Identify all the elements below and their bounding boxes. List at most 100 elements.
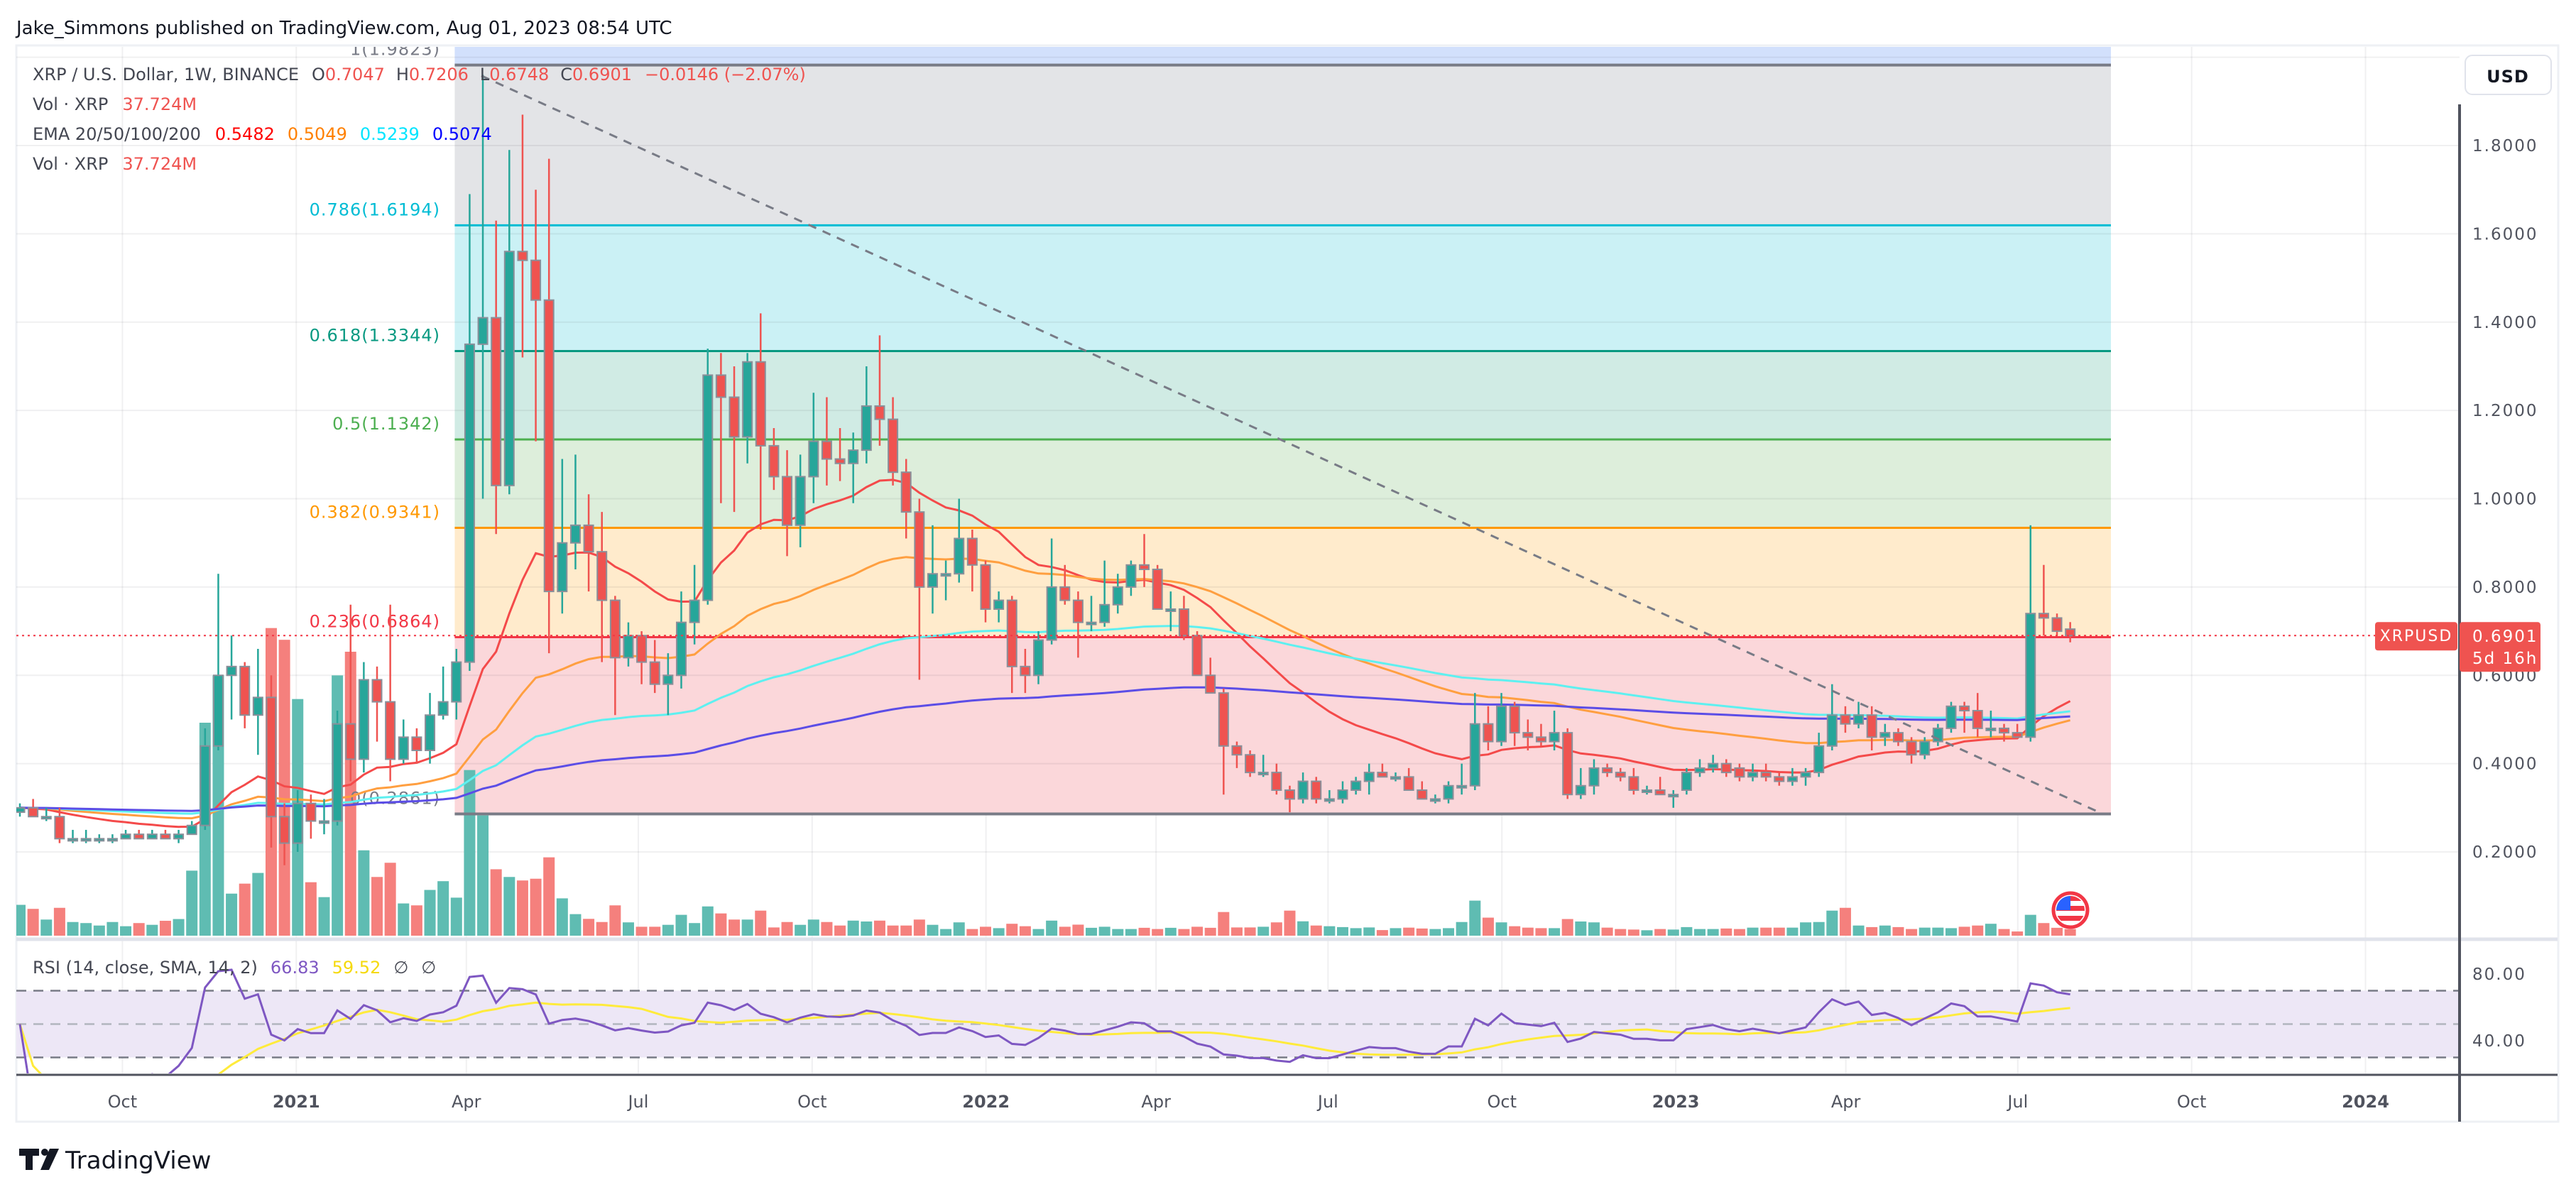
time-axis[interactable]: Oct 2021 Apr Jul Oct 2022 Apr Jul Oct 2023 Apr Jul O…: [108, 1092, 2389, 1112]
candle: [1628, 767, 1639, 795]
time-axis-label: Oct: [108, 1092, 138, 1112]
candle-body: [1231, 745, 1243, 756]
candle: [1429, 794, 1441, 804]
candle-body: [1125, 564, 1137, 588]
last-price-label: XRPUSD 0.6901 5d 16h: [2375, 622, 2540, 672]
candle: [1178, 596, 1189, 640]
tradingview-logo-icon[interactable]: TradingView: [19, 1147, 211, 1175]
fib-zone-fill: [454, 65, 2112, 226]
volume-bar: [1086, 927, 1098, 936]
candle: [1456, 763, 1468, 795]
rsi-sma-value: 59.52: [332, 958, 381, 978]
candle-body: [1549, 732, 1560, 743]
volume-bar: [1958, 926, 1970, 936]
candle: [1139, 534, 1150, 587]
candle-body: [1720, 762, 1732, 774]
volume-bar: [1588, 922, 1600, 936]
candle-body: [1959, 705, 1970, 712]
candle: [980, 560, 991, 623]
candle-body: [398, 736, 409, 760]
candle: [1575, 767, 1586, 799]
volume-bar: [1019, 926, 1031, 936]
candle: [425, 693, 436, 764]
candle: [1879, 723, 1891, 746]
volume-bar: [1747, 927, 1759, 936]
rsi-legend[interactable]: RSI (14, close, SMA, 14, 2) 66.83 59.52 ∅ ∅: [33, 958, 436, 978]
candle: [398, 719, 409, 764]
ema100-line: [19, 625, 2070, 815]
candle-body: [358, 679, 369, 760]
candle: [1800, 767, 1811, 786]
volume-bar: [226, 893, 238, 936]
volume-bar: [1826, 910, 1838, 936]
candle-body: [173, 833, 185, 840]
candle: [966, 530, 978, 592]
candle: [358, 662, 369, 773]
volume-bar: [596, 921, 608, 936]
candle: [1602, 763, 1613, 777]
candle: [1985, 711, 1997, 738]
candle: [1271, 763, 1282, 795]
candle-body: [371, 679, 383, 703]
price-pane[interactable]: 1(1.9823) 0.786(1.6194) 0.618(1.3344) 0.5(1…: [14, 40, 2460, 936]
candle: [1483, 706, 1494, 751]
volume-bar: [1443, 928, 1455, 936]
volume-bar: [173, 919, 185, 936]
volume-bar: [887, 925, 899, 936]
candle: [1509, 701, 1520, 746]
candle-body: [821, 440, 832, 460]
candle: [503, 150, 515, 495]
candle: [557, 459, 568, 614]
price-axis-label: 1.6000: [2472, 225, 2538, 244]
volume-bar: [1469, 900, 1481, 936]
volume-bar: [728, 919, 741, 936]
close-value: 0.6901: [572, 65, 632, 84]
fib-level-label: 0.382(0.9341): [310, 503, 440, 523]
bar-countdown: 5d 16h: [2472, 650, 2538, 668]
ema50-value: 0.5049: [288, 124, 347, 144]
candle-body: [1072, 599, 1084, 623]
candle: [993, 591, 1005, 623]
volume-bar: [1985, 924, 1997, 936]
volume-bar: [305, 882, 317, 936]
candle: [80, 829, 92, 843]
candle-body: [318, 820, 329, 824]
candle: [543, 158, 555, 654]
volume-bar: [1627, 929, 1639, 936]
price-axis[interactable]: 1.80001.60001.40001.20001.00000.80000.60…: [2472, 137, 2538, 862]
volume-bar: [1363, 927, 1375, 936]
volume-bar: [278, 640, 290, 936]
candle-body: [133, 833, 145, 840]
rsi-axis[interactable]: 80.00 40.00: [2472, 966, 2526, 1051]
candle: [411, 728, 422, 764]
time-axis-label: 2021: [273, 1092, 320, 1112]
volume-bar: [1906, 929, 1918, 936]
candle: [279, 803, 290, 865]
candle-body: [834, 458, 846, 464]
volume-bar: [768, 927, 780, 936]
volume-bar: [424, 890, 436, 936]
candle: [1840, 706, 1851, 733]
candle: [728, 366, 740, 513]
volume-legend[interactable]: Vol · XRP 37.724M: [33, 94, 197, 114]
volume-legend-2[interactable]: Vol · XRP 37.724M: [33, 154, 197, 174]
candle-body: [1588, 767, 1600, 787]
candle-body: [332, 723, 343, 822]
candle-body: [1377, 772, 1388, 778]
ema-legend[interactable]: EMA 20/50/100/200 0.5482 0.5049 0.5239 0.507…: [33, 124, 492, 144]
candle: [1125, 560, 1137, 596]
rsi-pane[interactable]: [16, 968, 2460, 1107]
us-flag-icon[interactable]: [2051, 891, 2090, 929]
candle: [834, 428, 846, 481]
candle-body: [914, 511, 925, 588]
symbol-legend[interactable]: XRP / U.S. Dollar, 1W, BINANCE O0.7047 H0.…: [33, 65, 806, 84]
candle-body: [1139, 564, 1150, 571]
volume-bar: [781, 921, 793, 936]
volume-bar: [2038, 923, 2050, 936]
candle-body: [1403, 776, 1414, 791]
candle-body: [28, 806, 39, 818]
currency-button[interactable]: USD: [2465, 55, 2552, 95]
volume-bar: [530, 878, 542, 936]
candle: [120, 829, 131, 840]
